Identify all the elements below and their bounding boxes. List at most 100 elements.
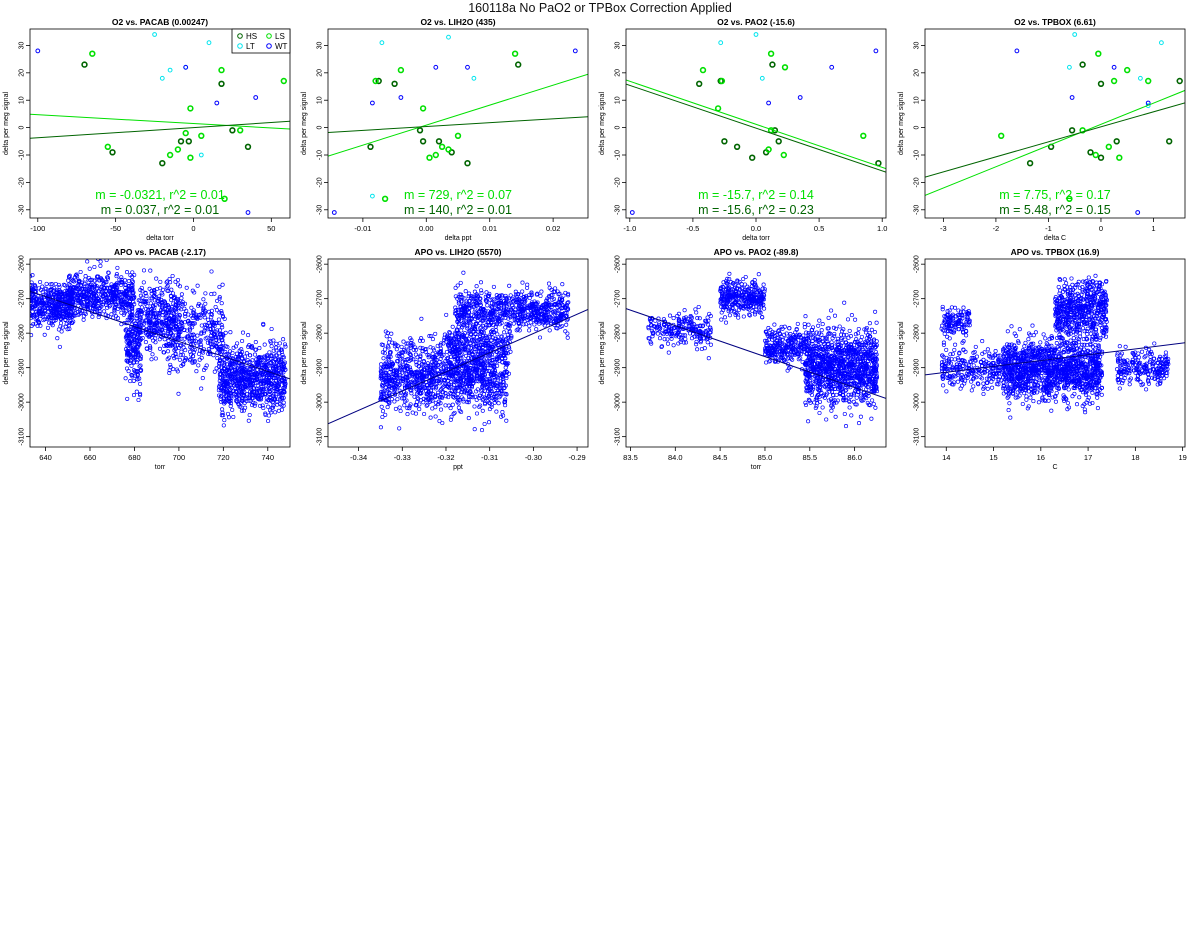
- data-point: [128, 313, 133, 318]
- data-point: [230, 407, 235, 412]
- data-point: [471, 376, 477, 381]
- data-point: [491, 370, 496, 375]
- fit-line: [30, 290, 290, 380]
- data-point: [474, 368, 479, 373]
- data-point: [54, 288, 59, 293]
- data-point: [204, 363, 209, 368]
- data-point: [406, 382, 411, 388]
- y-tick-label: 20: [615, 69, 622, 77]
- data-point: [461, 310, 466, 315]
- data-point: [522, 309, 527, 314]
- data-point: [136, 298, 141, 303]
- data-point: [390, 363, 395, 368]
- data-point: [89, 282, 94, 287]
- data-point: [491, 378, 496, 383]
- data-point: [221, 341, 226, 346]
- data-point: [220, 377, 225, 382]
- data-point: [244, 351, 249, 356]
- data-point: [69, 289, 74, 295]
- data-point: [159, 75, 165, 81]
- data-point: [220, 369, 225, 374]
- data-point: [444, 312, 449, 317]
- data-point: [276, 377, 281, 382]
- data-point: [386, 378, 392, 383]
- data-point: [239, 347, 244, 352]
- y-tick-label: -3000: [19, 393, 26, 411]
- data-point: [40, 284, 45, 289]
- data-point: [229, 393, 234, 399]
- data-point: [209, 269, 214, 274]
- data-point: [254, 391, 259, 396]
- x-tick-label: 680: [128, 453, 141, 462]
- data-point: [132, 355, 137, 360]
- data-point: [532, 304, 537, 309]
- data-point: [555, 320, 560, 325]
- data-point: [230, 378, 235, 383]
- data-point: [170, 291, 176, 296]
- data-point: [383, 412, 388, 417]
- data-point: [441, 362, 446, 367]
- data-point: [463, 310, 468, 315]
- chart-title: O2 vs. PAO2 (-15.6): [717, 17, 795, 27]
- data-point: [114, 272, 119, 277]
- data-point: [383, 329, 388, 334]
- chart-panel-4: O2 vs. TPBOX (6.61)m = 7.75, r^2 = 0.17m…: [898, 17, 1186, 242]
- data-point: [269, 344, 274, 349]
- data-point: [521, 322, 526, 327]
- data-point: [450, 402, 455, 407]
- data-point: [431, 385, 436, 390]
- data-point: [279, 357, 284, 362]
- data-point: [424, 403, 429, 408]
- data-point: [419, 387, 424, 393]
- data-point: [469, 312, 474, 317]
- data-point: [251, 400, 256, 405]
- data-point: [132, 334, 137, 339]
- fit-annotation: m = 0.037, r^2 = 0.01: [101, 203, 219, 217]
- data-point: [60, 297, 65, 302]
- data-point: [151, 304, 156, 309]
- data-point: [179, 292, 184, 297]
- data-point: [511, 50, 519, 57]
- data-point: [73, 286, 78, 291]
- data-point: [253, 401, 258, 406]
- data-point: [270, 405, 276, 410]
- data-point: [478, 329, 483, 334]
- data-point: [437, 381, 442, 386]
- data-point: [520, 289, 525, 294]
- data-point: [566, 291, 571, 296]
- data-point: [218, 66, 225, 74]
- data-point: [245, 392, 250, 397]
- data-point: [426, 154, 433, 161]
- data-point: [479, 288, 484, 293]
- data-point: [484, 377, 490, 383]
- y-tick-label: -20: [615, 177, 622, 187]
- data-point: [455, 399, 460, 404]
- data-point: [255, 389, 260, 394]
- data-point: [454, 386, 460, 391]
- data-point: [398, 357, 403, 362]
- data-point: [481, 311, 486, 316]
- data-point: [523, 322, 528, 327]
- data-point: [415, 377, 420, 383]
- data-point: [461, 399, 466, 404]
- data-point: [546, 320, 551, 325]
- data-point: [237, 352, 242, 357]
- data-point: [219, 323, 224, 328]
- legend-marker: [237, 43, 243, 49]
- data-point: [101, 300, 106, 305]
- data-point: [128, 273, 133, 278]
- data-point: [402, 392, 408, 397]
- data-point: [133, 369, 138, 374]
- data-point: [180, 302, 185, 307]
- data-point: [37, 320, 42, 325]
- data-point: [563, 314, 568, 319]
- data-point: [202, 315, 207, 320]
- data-point: [47, 301, 52, 306]
- data-point: [179, 336, 184, 341]
- data-point: [45, 301, 50, 306]
- data-point: [718, 77, 726, 85]
- data-point: [468, 328, 473, 333]
- x-tick-label: 1: [1151, 224, 1155, 233]
- data-point: [379, 404, 384, 409]
